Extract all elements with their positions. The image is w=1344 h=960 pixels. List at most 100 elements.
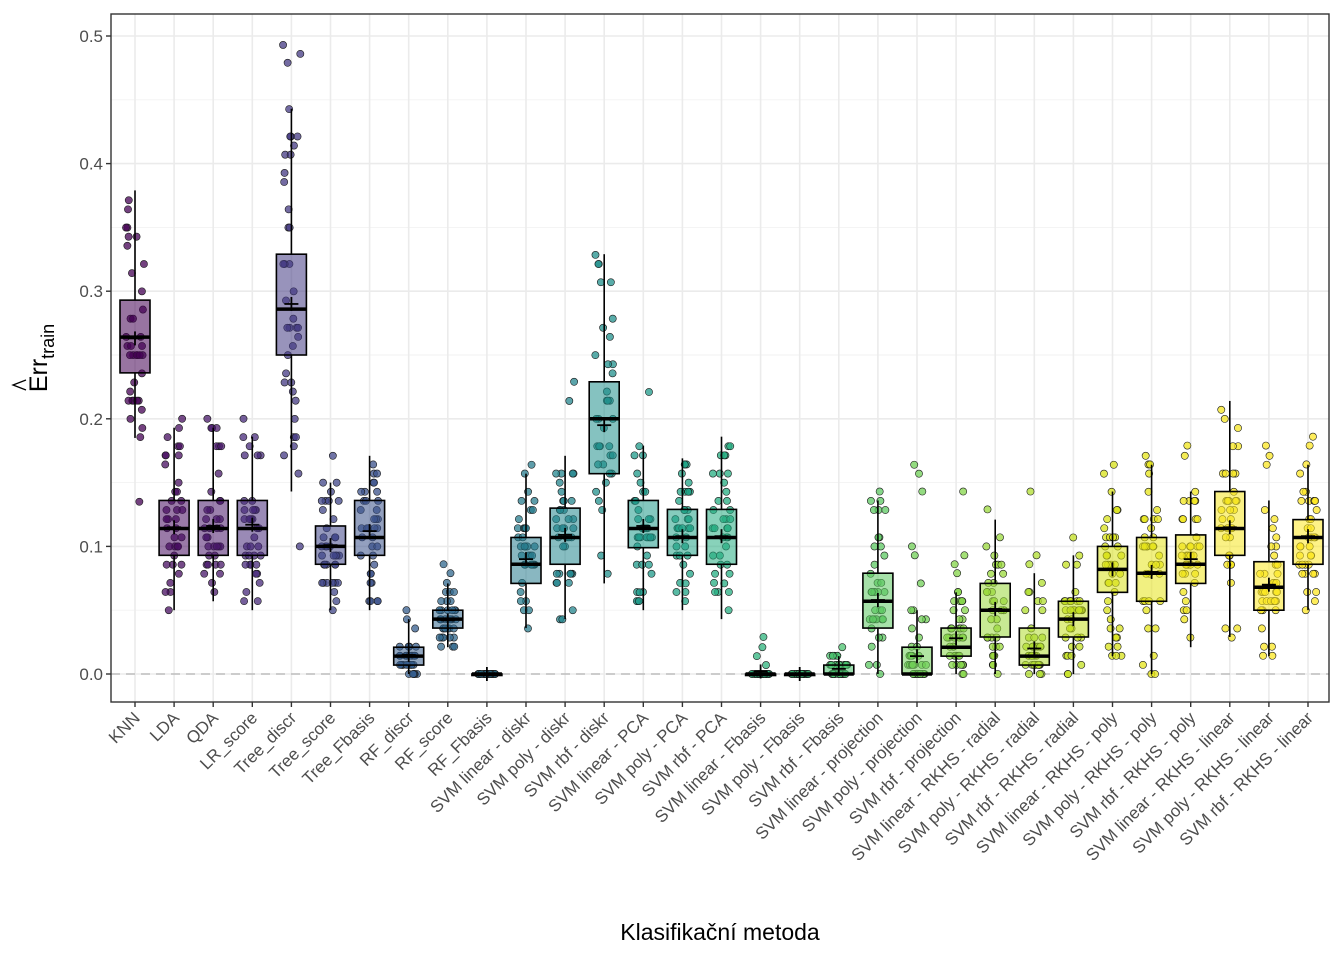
data-point (1139, 660, 1147, 669)
data-point (566, 569, 575, 578)
data-point (330, 588, 339, 596)
data-point (1141, 451, 1150, 460)
data-point (1151, 624, 1160, 633)
data-point (208, 578, 216, 587)
data-point (284, 205, 293, 214)
boxplots (119, 108, 1324, 681)
data-point (210, 588, 219, 596)
data-point (442, 578, 451, 587)
data-point (126, 415, 135, 423)
data-point (870, 506, 878, 514)
data-point (1115, 624, 1124, 633)
data-point (288, 387, 297, 396)
data-point (1179, 496, 1188, 505)
data-point (1025, 670, 1033, 678)
data-point (214, 469, 223, 478)
data-point (1026, 487, 1035, 496)
data-point (1180, 451, 1189, 460)
data-point (565, 397, 574, 405)
data-point (1260, 642, 1268, 651)
data-point (724, 588, 733, 596)
data-point (450, 588, 458, 596)
box (627, 499, 660, 549)
data-point (280, 451, 288, 460)
y-axis-title-subscript: train (38, 324, 58, 359)
data-point (679, 560, 688, 569)
data-point (1190, 496, 1199, 505)
data-point (1259, 651, 1267, 660)
plot-panel-border (110, 13, 1330, 703)
data-point (1297, 496, 1306, 505)
data-point (720, 478, 729, 487)
data-point (242, 588, 251, 596)
data-point (958, 597, 966, 606)
data-point (174, 451, 183, 460)
y-tick-label: 0.5 (79, 27, 103, 46)
data-point (318, 578, 327, 587)
data-point (177, 560, 186, 569)
data-point (324, 496, 333, 505)
data-point (591, 251, 600, 259)
data-point (216, 560, 225, 569)
data-point (956, 660, 965, 669)
data-point (1075, 642, 1084, 651)
data-point (332, 478, 341, 487)
data-point (686, 569, 694, 578)
data-point (1182, 606, 1191, 615)
data-point (373, 597, 382, 606)
data-point (633, 469, 642, 478)
data-point (369, 460, 378, 469)
data-point (1262, 460, 1271, 469)
data-point (1302, 460, 1311, 469)
x-tick-label: KNN (105, 708, 144, 747)
data-point (1257, 624, 1266, 633)
data-point (553, 578, 561, 587)
data-point (645, 388, 653, 396)
data-point (517, 496, 526, 505)
data-point (1112, 506, 1121, 514)
data-point (723, 496, 731, 505)
data-point (959, 670, 968, 678)
data-point (594, 260, 603, 268)
data-point (711, 569, 719, 578)
data-point (918, 487, 927, 496)
data-point (239, 433, 248, 442)
data-point (1181, 597, 1190, 606)
data-point (317, 496, 326, 505)
data-point (252, 569, 261, 578)
data-point (253, 451, 262, 460)
data-point (1035, 670, 1044, 678)
data-point (568, 606, 577, 615)
data-point (1062, 560, 1070, 569)
data-point (1142, 606, 1151, 615)
data-point (1272, 533, 1281, 542)
data-point (608, 314, 617, 323)
data-point (1180, 615, 1189, 624)
data-point (124, 196, 133, 205)
data-point (1038, 606, 1047, 615)
data-point (296, 49, 305, 58)
y-tick-label: 0.4 (79, 155, 103, 174)
data-point (1037, 578, 1046, 587)
data-point (1270, 515, 1279, 524)
data-point (635, 588, 644, 597)
data-point (1112, 651, 1121, 660)
data-point (1113, 642, 1122, 651)
data-point (596, 278, 605, 287)
data-point (1260, 506, 1269, 514)
data-point (1107, 487, 1116, 496)
data-point (1073, 560, 1081, 569)
data-point (961, 606, 969, 615)
data-point (366, 569, 375, 578)
data-point (599, 323, 608, 332)
data-point (870, 560, 879, 569)
data-point (1234, 424, 1242, 432)
data-point (402, 606, 411, 615)
data-point (916, 579, 925, 588)
data-point (1067, 642, 1076, 651)
data-point (280, 178, 289, 186)
data-point (865, 660, 873, 669)
data-point (1179, 588, 1188, 596)
data-point (908, 624, 916, 633)
data-point (203, 414, 212, 423)
